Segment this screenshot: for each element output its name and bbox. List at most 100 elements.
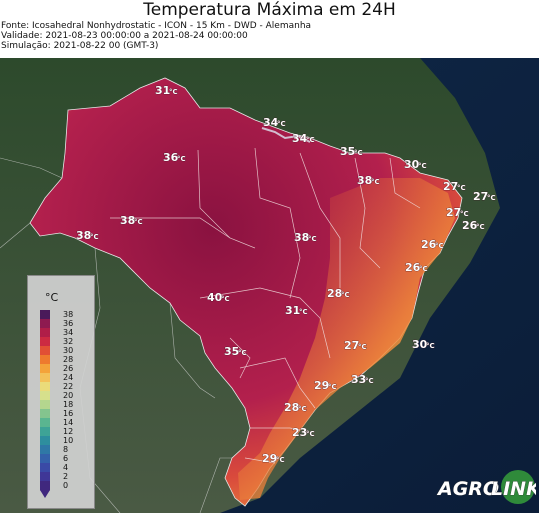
temp-value: 26 xyxy=(462,219,478,232)
temp-value: 35 xyxy=(340,145,355,158)
temp-label-23-sc: 23°C xyxy=(292,426,315,440)
temp-label-27-minas: 27°C xyxy=(344,339,367,353)
temp-value: 26 xyxy=(405,261,421,274)
legend-swatch xyxy=(40,418,50,428)
legend-tick: 16 xyxy=(63,408,74,418)
temp-unit: °C xyxy=(308,235,317,243)
temp-label-28-bahia: 28°C xyxy=(327,287,350,301)
legend-tick: 26 xyxy=(63,363,74,373)
temp-label-27-east: 27°C xyxy=(473,190,496,204)
legend-tick: 28 xyxy=(63,354,74,364)
temp-value: 30 xyxy=(412,338,428,351)
legend-tick: 4 xyxy=(63,462,69,472)
temp-label-31-goias: 31°C xyxy=(285,304,308,318)
temp-unit: °C xyxy=(169,88,178,96)
temp-label-29-sp: 29°C xyxy=(314,379,337,393)
temp-value: 34 xyxy=(292,132,308,145)
temp-unit: °C xyxy=(435,242,444,250)
legend-tick: 12 xyxy=(63,426,74,436)
legend-swatch xyxy=(40,445,50,455)
logo-circle xyxy=(501,470,535,504)
temp-value: 31 xyxy=(285,304,300,317)
temp-value: 28 xyxy=(327,287,342,300)
temp-unit: °C xyxy=(298,405,307,413)
legend-swatch xyxy=(40,391,50,401)
temp-value: 38 xyxy=(294,231,309,244)
coastal-gradient xyxy=(238,178,455,500)
temp-unit: °C xyxy=(487,194,496,202)
temp-label-26-al: 26°C xyxy=(421,238,444,252)
temp-unit: °C xyxy=(354,149,363,157)
temp-unit: °C xyxy=(177,155,186,163)
legend-tick: 10 xyxy=(63,435,74,445)
temp-value: 29 xyxy=(314,379,329,392)
legend-tick: 14 xyxy=(63,417,74,427)
legend-swatch xyxy=(40,319,50,329)
legend-tick: 0 xyxy=(63,480,69,490)
temp-value: 36 xyxy=(163,151,179,164)
temp-label-35-ms: 35°C xyxy=(224,345,247,359)
temp-unit: °C xyxy=(306,430,315,438)
legend-tick: 34 xyxy=(63,327,74,337)
temp-value: 30 xyxy=(404,158,420,171)
validity-line: Validade: 2021-08-23 00:00:00 a 2021-08-… xyxy=(1,31,248,41)
temp-label-30-ceara: 30°C xyxy=(404,158,427,172)
legend-swatch xyxy=(40,337,50,347)
temp-unit: °C xyxy=(365,377,374,385)
color-legend: °C 38 36 34 32 30 28 26 24 22 20 18 16 14 12 10 8 6 4 2 0 xyxy=(27,275,95,509)
temp-label-34-para-coast: 34°C xyxy=(292,132,315,146)
legend-tick: 36 xyxy=(63,318,74,328)
temp-label-28-pr: 28°C xyxy=(284,401,307,415)
temp-label-38-amazonas-south: 38°C xyxy=(120,214,143,228)
temp-unit: °C xyxy=(371,178,380,186)
temp-unit: °C xyxy=(460,210,469,218)
temp-label-35-maranhao: 35°C xyxy=(340,145,363,159)
temp-value: 29 xyxy=(262,452,277,465)
logo-text-agro: AGRO xyxy=(436,478,499,500)
legend-tick: 20 xyxy=(63,390,74,400)
temp-unit: °C xyxy=(134,218,143,226)
legend-tick: 30 xyxy=(63,345,74,355)
legend-swatch xyxy=(40,472,50,482)
temp-value: 27 xyxy=(344,339,359,352)
legend-swatch xyxy=(40,436,50,446)
temp-value: 31 xyxy=(155,84,170,97)
logo-text-link: LINK xyxy=(491,478,536,500)
legend-swatch xyxy=(40,328,50,338)
temp-unit: °C xyxy=(457,184,466,192)
temp-label-38-acre: 38°C xyxy=(76,229,99,243)
temp-unit: °C xyxy=(419,265,428,273)
legend-tick: 2 xyxy=(63,471,69,481)
temp-unit: °C xyxy=(341,291,350,299)
temp-unit: °C xyxy=(328,383,337,391)
legend-tick: 18 xyxy=(63,399,74,409)
temp-unit: °C xyxy=(476,223,485,231)
temp-unit: °C xyxy=(306,136,315,144)
state-borders xyxy=(110,147,421,464)
temp-value: 27 xyxy=(443,180,458,193)
legend-unit: °C xyxy=(45,291,59,304)
temp-value: 28 xyxy=(284,401,299,414)
legend-swatch xyxy=(40,463,50,473)
legend-tick: 38 xyxy=(63,309,74,319)
legend-swatch xyxy=(40,409,50,419)
map-title: Temperatura Máxima em 24H xyxy=(143,0,396,20)
legend-swatch xyxy=(40,355,50,365)
temp-label-33-rj: 33°C xyxy=(351,373,374,387)
legend-swatch xyxy=(40,382,50,392)
temp-value: 27 xyxy=(446,206,461,219)
temp-label-40-mato-grosso: 40°C xyxy=(207,291,230,305)
temp-unit: °C xyxy=(358,343,367,351)
legend-arrow xyxy=(40,490,50,498)
legend-tick: 24 xyxy=(63,372,74,382)
temp-value: 23 xyxy=(292,426,307,439)
temp-label-29-rs: 29°C xyxy=(262,452,285,466)
temp-unit: °C xyxy=(277,120,286,128)
temp-value: 38 xyxy=(76,229,91,242)
temp-label-27-rn: 27°C xyxy=(443,180,466,194)
temp-label-31-north: 31°C xyxy=(155,84,178,98)
temp-label-36-amazonas: 36°C xyxy=(163,151,186,165)
legend-tick: 32 xyxy=(63,336,74,346)
legend-swatch xyxy=(40,346,50,356)
